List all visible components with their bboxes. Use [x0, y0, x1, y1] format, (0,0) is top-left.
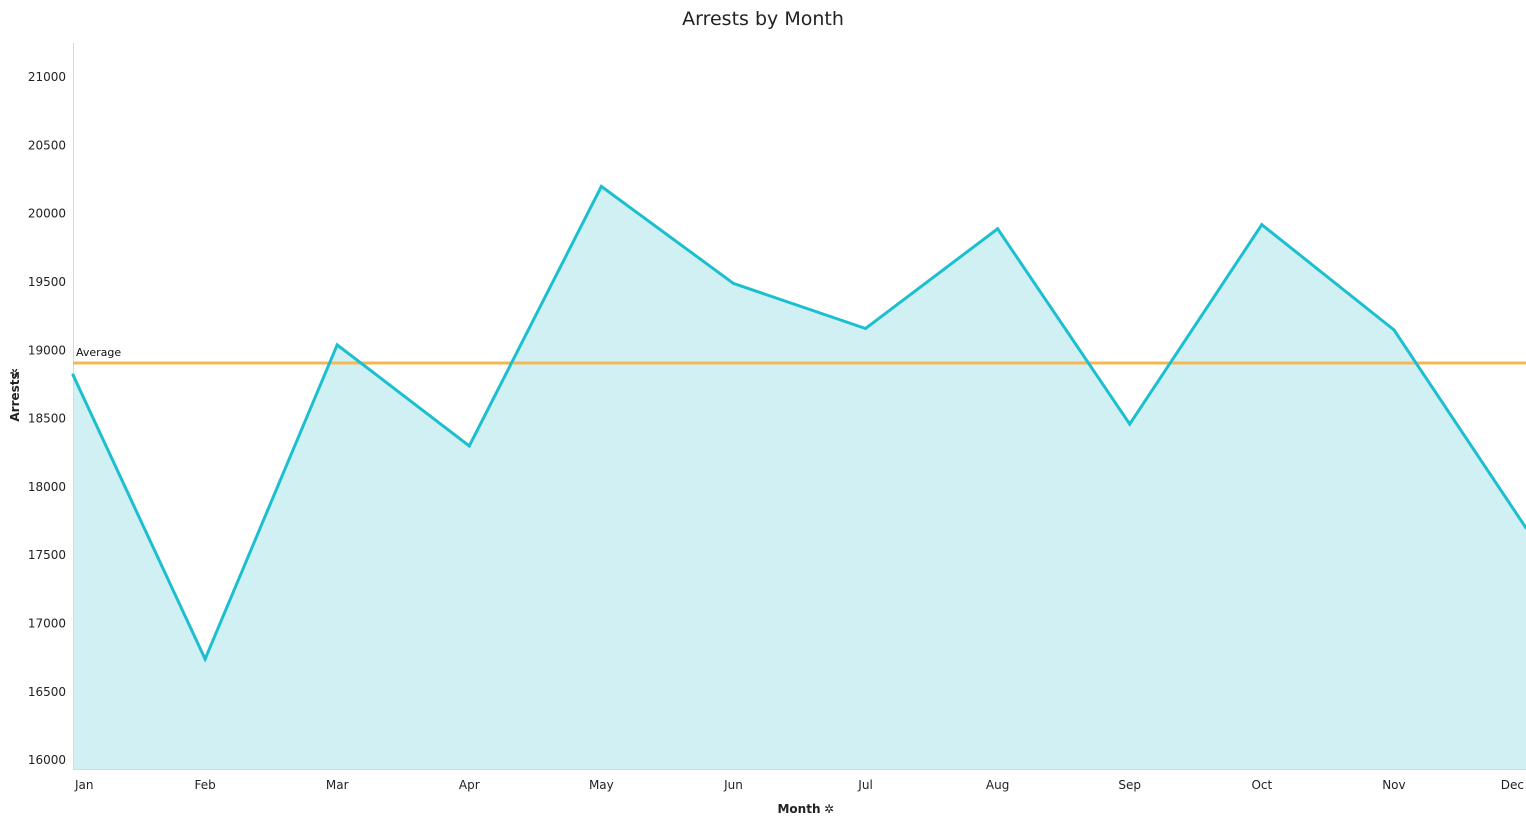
chart-title: Arrests by Month: [682, 8, 844, 30]
data-point: [996, 227, 1000, 231]
x-tick-label: Mar: [326, 778, 349, 792]
x-tick-label: Aug: [986, 778, 1009, 792]
y-tick-label: 16500: [28, 685, 66, 699]
data-point: [335, 343, 339, 347]
data-point: [203, 657, 207, 661]
data-point: [467, 444, 471, 448]
data-point: [599, 184, 603, 188]
y-tick-label: 19500: [28, 275, 66, 289]
x-axis-pin-icon: ✲: [824, 802, 834, 816]
x-tick-label: Sep: [1118, 778, 1141, 792]
y-tick-label: 18500: [28, 412, 66, 426]
x-tick-label: Jun: [723, 778, 743, 792]
y-tick-label: 20500: [28, 138, 66, 152]
x-tick-label: May: [589, 778, 614, 792]
average-reference-label: Average: [76, 346, 121, 359]
y-tick-label: 18000: [28, 480, 66, 494]
y-tick-label: 21000: [28, 70, 66, 84]
y-axis-title: Arrests: [8, 372, 22, 421]
y-axis-pin-icon: ✲: [8, 368, 22, 378]
y-tick-label: 17000: [28, 617, 66, 631]
y-tick-label: 20000: [28, 207, 66, 221]
x-axis-title: Month: [777, 802, 820, 816]
y-tick-label: 16000: [28, 753, 66, 767]
x-tick-label: Dec: [1501, 778, 1524, 792]
x-tick-label: Apr: [459, 778, 480, 792]
y-tick-label: 19000: [28, 343, 66, 357]
x-tick-label: Nov: [1382, 778, 1405, 792]
data-point: [864, 326, 868, 330]
data-point: [71, 373, 75, 377]
x-tick-label: Jan: [74, 778, 94, 792]
data-point: [731, 281, 735, 285]
y-tick-label: 17500: [28, 548, 66, 562]
x-tick-label: Jul: [857, 778, 872, 792]
series-area-fill: [73, 186, 1526, 770]
x-tick-label: Feb: [194, 778, 215, 792]
x-tick-label: Oct: [1251, 778, 1272, 792]
data-point: [1392, 328, 1396, 332]
series-line: [71, 184, 1526, 663]
data-point: [1128, 422, 1132, 426]
data-point: [1260, 223, 1264, 227]
